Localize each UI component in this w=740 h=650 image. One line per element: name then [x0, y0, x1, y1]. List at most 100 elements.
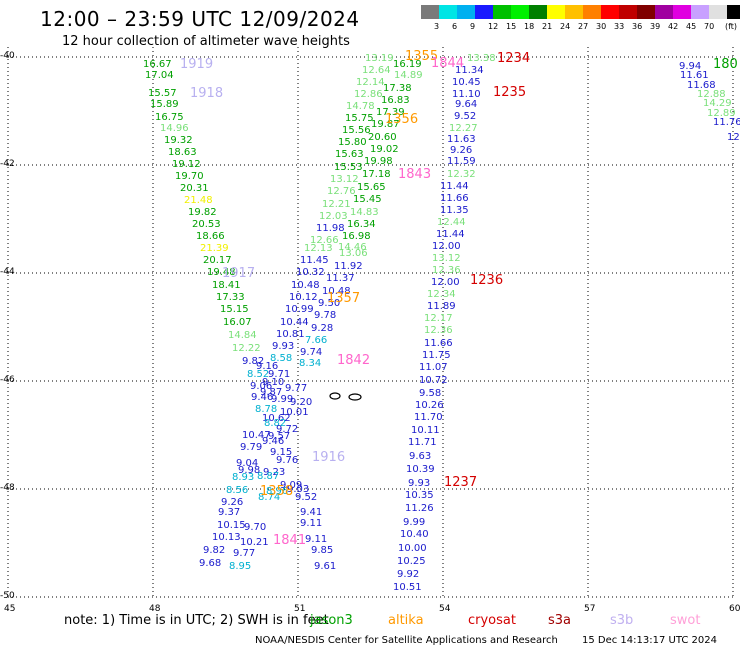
- wave-height-value: 9.58: [419, 388, 442, 399]
- colorbar-swatch: [727, 5, 740, 19]
- wave-height-value: 12.36: [432, 265, 461, 276]
- wave-height-value: 9.37: [218, 507, 241, 518]
- wave-height-value: 10.72: [419, 375, 448, 386]
- wave-height-value: 15.15: [220, 304, 249, 315]
- wave-height-value: 11.68: [687, 80, 716, 91]
- satellite-legend-jason3: jason3: [310, 613, 353, 628]
- satellite-legend-s3a: s3a: [548, 613, 572, 628]
- colorbar-label: 9: [470, 22, 476, 31]
- wave-height-value: 9.04: [236, 458, 259, 469]
- wave-height-value: 15.80: [338, 137, 367, 148]
- wave-height-value: 12.88: [697, 89, 726, 100]
- wave-height-value: 10.13: [212, 532, 241, 543]
- colorbar-swatch: [475, 5, 493, 19]
- wave-height-value: 9.63: [409, 451, 432, 462]
- wave-height-value: 9.50: [318, 298, 341, 309]
- wave-height-value: 9.16: [256, 361, 279, 372]
- longitude-label: 48: [149, 604, 161, 614]
- wave-height-value: 19.98: [364, 156, 393, 167]
- wave-height-value: 12.89: [707, 108, 736, 119]
- colorbar-label: 30: [596, 22, 607, 31]
- wave-height-value: 17.18: [362, 169, 391, 180]
- generated-timestamp: 15 Dec 14:13:17 UTC 2024: [582, 635, 717, 646]
- colorbar-label: 36: [632, 22, 643, 31]
- wave-height-value: 10.26: [415, 400, 444, 411]
- wave-height-value: 9.28: [311, 323, 334, 334]
- wave-height-value: 20.53: [192, 219, 221, 230]
- pass-label-1357: 1357: [327, 291, 361, 306]
- wave-height-value: 9.76: [276, 455, 299, 466]
- wave-height-value: 9.70: [244, 522, 267, 533]
- pass-label-1236: 1236: [470, 273, 504, 288]
- colorbar-swatch: [529, 5, 547, 19]
- wave-height-value: 8.87: [257, 471, 280, 482]
- colorbar-swatch: [583, 5, 601, 19]
- wave-height-value: 12.17: [424, 313, 453, 324]
- graticule: [7, 47, 734, 598]
- wave-height-value: 19.48: [207, 267, 236, 278]
- pass-label-1919: 1919: [180, 57, 214, 72]
- wave-height-value: 10.40: [400, 529, 429, 540]
- wave-height-value: 9.52: [454, 111, 477, 122]
- wave-height-value: 9.10: [262, 377, 285, 388]
- colorbar-label: 15: [506, 22, 517, 31]
- wave-height-value: 18.63: [168, 147, 197, 158]
- wave-height-value: 10.99: [285, 304, 314, 315]
- wave-height-value: 15.63: [335, 149, 364, 160]
- wave-height-value: 16.98: [342, 231, 371, 242]
- wave-height-value: 11.34: [455, 65, 484, 76]
- footer-note: note: 1) Time is in UTC; 2) SWH is in fe…: [64, 613, 329, 628]
- colorbar-swatch: [655, 5, 673, 19]
- wave-height-value: 16.83: [381, 95, 410, 106]
- wave-height-value: 12.66: [310, 235, 339, 246]
- wave-height-value: 10.12: [289, 292, 318, 303]
- colorbar-swatch: [709, 5, 727, 19]
- wave-height-value: 9.99: [271, 394, 294, 405]
- wave-height-value: 15.75: [345, 113, 374, 124]
- wave-height-value: 20.31: [180, 183, 209, 194]
- wave-height-value: 10.15: [217, 520, 246, 531]
- wave-height-value: 9.46: [251, 392, 274, 403]
- colorbar-swatch: [493, 5, 511, 19]
- colorbar-swatch: [511, 5, 529, 19]
- wave-height-value: 21.48: [184, 195, 213, 206]
- satellite-legend-altika: altika: [388, 613, 424, 628]
- longitude-label: 60: [729, 604, 740, 614]
- colorbar-label: 33: [614, 22, 625, 31]
- wave-height-value: 14.46: [338, 242, 367, 253]
- wave-height-value: 11.66: [424, 338, 453, 349]
- wave-height-value: 9.87: [260, 387, 283, 398]
- wave-height-value: 16.34: [347, 219, 376, 230]
- wave-height-value: 12.32: [447, 169, 476, 180]
- wave-height-value: 21.39: [200, 243, 229, 254]
- wave-height-value: 17.04: [145, 70, 174, 81]
- wave-height-value: 12.03: [319, 211, 348, 222]
- wave-height-value: 13.19: [365, 53, 394, 64]
- wave-height-value: 9.82: [242, 356, 265, 367]
- wave-height-value: 9.77: [285, 383, 308, 394]
- longitude-label: 45: [4, 604, 16, 614]
- pass-label-1237: 1237: [444, 475, 478, 490]
- wave-height-value: 14.78: [346, 101, 375, 112]
- wave-height-value: 20.17: [203, 255, 232, 266]
- wave-height-value: 11.37: [326, 273, 355, 284]
- wave-height-value: 12: [727, 132, 740, 143]
- wave-height-value: 9.11: [305, 534, 328, 545]
- colorbar-label: 27: [578, 22, 589, 31]
- wave-height-value: 9.11: [300, 518, 323, 529]
- wave-height-value: 9.94: [679, 61, 702, 72]
- wave-height-value: 19.70: [175, 171, 204, 182]
- pass-label-1918: 1918: [190, 86, 224, 101]
- wave-height-value: 8.95: [229, 561, 252, 572]
- pass-label-1916: 1916: [312, 450, 346, 465]
- wave-height-value: 8.82: [264, 418, 287, 429]
- wave-height-value: 9.92: [397, 569, 420, 580]
- wave-height-value: 15.53: [334, 162, 363, 173]
- latitude-label: -48: [0, 483, 15, 493]
- wave-height-value: 9.26: [450, 145, 473, 156]
- wave-height-value: 10.21: [240, 537, 269, 548]
- wave-height-value: 15.45: [353, 194, 382, 205]
- wave-height-value: 11.44: [436, 229, 465, 240]
- colorbar-swatch: [691, 5, 709, 19]
- page-subtitle: 12 hour collection of altimeter wave hei…: [62, 34, 350, 49]
